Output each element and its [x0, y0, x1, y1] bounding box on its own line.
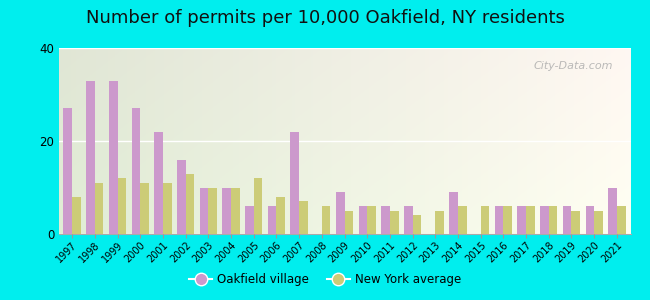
- Bar: [382, 206, 390, 234]
- Bar: [131, 108, 140, 234]
- Bar: [336, 192, 344, 234]
- Bar: [571, 211, 580, 234]
- Legend: Oakfield village, New York average: Oakfield village, New York average: [184, 269, 466, 291]
- Bar: [503, 206, 512, 234]
- Bar: [64, 108, 72, 234]
- Bar: [344, 211, 353, 234]
- Text: Number of permits per 10,000 Oakfield, NY residents: Number of permits per 10,000 Oakfield, N…: [86, 9, 564, 27]
- Bar: [140, 183, 149, 234]
- Bar: [563, 206, 571, 234]
- Bar: [276, 197, 285, 234]
- Bar: [154, 132, 163, 234]
- Bar: [163, 183, 172, 234]
- Bar: [118, 178, 126, 234]
- Bar: [594, 211, 603, 234]
- Bar: [245, 206, 254, 234]
- Bar: [449, 192, 458, 234]
- Bar: [481, 206, 489, 234]
- Bar: [208, 188, 217, 234]
- Bar: [413, 215, 421, 234]
- Bar: [322, 206, 330, 234]
- Bar: [268, 206, 276, 234]
- Bar: [390, 211, 398, 234]
- Bar: [186, 173, 194, 234]
- Bar: [72, 197, 81, 234]
- Bar: [617, 206, 625, 234]
- Text: City-Data.com: City-Data.com: [534, 61, 614, 71]
- Bar: [109, 80, 118, 234]
- Bar: [95, 183, 103, 234]
- Bar: [540, 206, 549, 234]
- Bar: [436, 211, 444, 234]
- Bar: [495, 206, 503, 234]
- Bar: [231, 188, 240, 234]
- Bar: [291, 132, 299, 234]
- Bar: [517, 206, 526, 234]
- Bar: [254, 178, 263, 234]
- Bar: [177, 160, 186, 234]
- Bar: [359, 206, 367, 234]
- Bar: [299, 202, 307, 234]
- Bar: [200, 188, 208, 234]
- Bar: [458, 206, 467, 234]
- Bar: [608, 188, 617, 234]
- Bar: [367, 206, 376, 234]
- Bar: [222, 188, 231, 234]
- Bar: [586, 206, 594, 234]
- Bar: [86, 80, 95, 234]
- Bar: [549, 206, 558, 234]
- Bar: [526, 206, 535, 234]
- Bar: [404, 206, 413, 234]
